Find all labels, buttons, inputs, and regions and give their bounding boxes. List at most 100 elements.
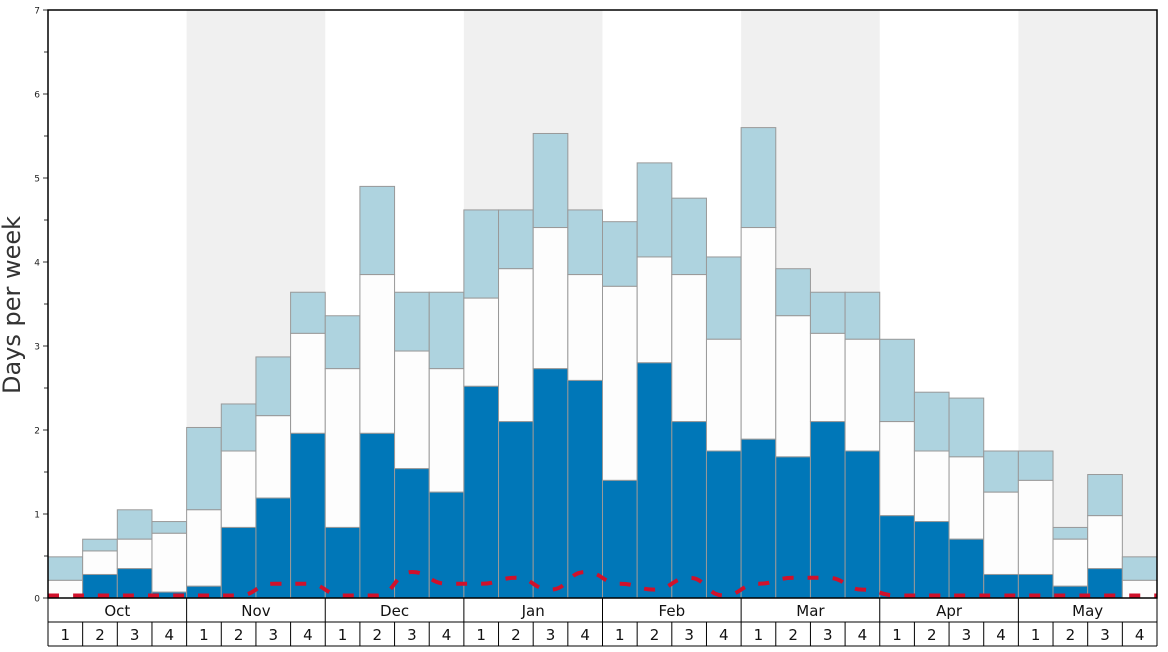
week-label: 2 <box>788 626 798 644</box>
bar-top-segment <box>256 357 291 416</box>
bar-bottom-segment <box>603 480 638 598</box>
bar-top-segment <box>880 339 915 421</box>
y-tick-label: 5 <box>34 175 40 185</box>
bar-top-segment <box>291 292 326 333</box>
week-label: 3 <box>684 626 694 644</box>
bar-bottom-segment <box>880 516 915 598</box>
bar-middle-segment <box>568 275 603 381</box>
bar-top-segment <box>48 557 83 581</box>
week-label: 2 <box>1066 626 1076 644</box>
week-label: 3 <box>1100 626 1110 644</box>
bar-top-segment <box>325 316 360 369</box>
bar-middle-segment <box>117 539 152 568</box>
week-label: 4 <box>719 626 729 644</box>
bar-top-segment <box>810 292 845 333</box>
bar-top-segment <box>187 427 222 509</box>
y-tick-label: 3 <box>34 343 40 353</box>
bar-bottom-segment <box>845 451 880 598</box>
bar-top-segment <box>464 210 499 298</box>
week-label: 4 <box>580 626 590 644</box>
bar-middle-segment <box>984 492 1019 574</box>
bar-bottom-segment <box>949 539 984 598</box>
bar-top-segment <box>949 398 984 457</box>
bar-top-segment <box>845 292 880 339</box>
bar-middle-segment <box>533 228 568 369</box>
bar-top-segment <box>221 404 256 451</box>
bar-bottom-segment <box>395 469 430 598</box>
bar-top-segment <box>672 198 707 274</box>
bar-top-segment <box>568 210 603 275</box>
bar-middle-segment <box>845 339 880 451</box>
bar-middle-segment <box>603 286 638 480</box>
bar-middle-segment <box>706 339 741 451</box>
bar-bottom-segment <box>637 363 672 598</box>
bar-middle-segment <box>741 228 776 440</box>
week-label: 1 <box>615 626 625 644</box>
bar-middle-segment <box>914 451 949 522</box>
bar-middle-segment <box>325 369 360 528</box>
week-label: 1 <box>338 626 348 644</box>
bar-bottom-segment <box>741 439 776 598</box>
bar-top-segment <box>1053 527 1088 539</box>
bar-bottom-segment <box>533 369 568 598</box>
week-label: 3 <box>268 626 278 644</box>
week-label: 4 <box>165 626 175 644</box>
week-label: 4 <box>858 626 868 644</box>
bar-top-segment <box>1018 451 1053 480</box>
week-label: 4 <box>996 626 1006 644</box>
bar-middle-segment <box>291 333 326 433</box>
bar-top-segment <box>499 210 534 269</box>
week-label: 2 <box>234 626 244 644</box>
week-label: 1 <box>61 626 71 644</box>
month-label-oct: Oct <box>104 602 130 620</box>
bar-top-segment <box>395 292 430 351</box>
week-label: 2 <box>372 626 382 644</box>
bar-middle-segment <box>83 551 118 575</box>
week-label: 1 <box>199 626 209 644</box>
bar-bottom-segment <box>221 527 256 598</box>
week-label: 4 <box>442 626 452 644</box>
y-tick-label: 7 <box>34 7 40 17</box>
y-tick-label: 6 <box>34 91 40 101</box>
month-label-may: May <box>1072 602 1103 620</box>
y-axis-label: Days per week <box>0 216 26 394</box>
bar-middle-segment <box>256 416 291 498</box>
bar-bottom-segment <box>464 386 499 598</box>
bar-middle-segment <box>360 275 395 434</box>
week-label: 1 <box>1031 626 1041 644</box>
bar-top-segment <box>1088 475 1123 516</box>
y-tick-label: 4 <box>34 259 40 269</box>
bar-top-segment <box>603 222 638 287</box>
week-label: 1 <box>892 626 902 644</box>
week-label: 3 <box>546 626 556 644</box>
week-label: 3 <box>407 626 417 644</box>
bar-bottom-segment <box>325 527 360 598</box>
bar-middle-segment <box>499 269 534 422</box>
bar-top-segment <box>117 510 152 539</box>
month-label-jan: Jan <box>521 602 545 620</box>
bar-top-segment <box>984 451 1019 492</box>
bar-middle-segment <box>429 369 464 492</box>
bar-top-segment <box>637 163 672 257</box>
bar-top-segment <box>83 539 118 551</box>
bar-middle-segment <box>152 533 187 592</box>
bar-bottom-segment <box>568 380 603 598</box>
bar-middle-segment <box>1053 539 1088 586</box>
bar-top-segment <box>706 257 741 339</box>
bar-top-segment <box>360 186 395 274</box>
bar-bottom-segment <box>291 433 326 598</box>
bar-middle-segment <box>776 316 811 457</box>
bar-top-segment <box>776 269 811 316</box>
bar-middle-segment <box>810 333 845 421</box>
bar-middle-segment <box>949 457 984 539</box>
bar-bottom-segment <box>672 422 707 598</box>
y-tick-label: 0 <box>34 595 40 605</box>
bar-middle-segment <box>672 275 707 422</box>
week-label: 2 <box>95 626 105 644</box>
week-label: 2 <box>927 626 937 644</box>
bar-middle-segment <box>464 298 499 386</box>
bar-middle-segment <box>187 510 222 586</box>
bar-bottom-segment <box>810 422 845 598</box>
